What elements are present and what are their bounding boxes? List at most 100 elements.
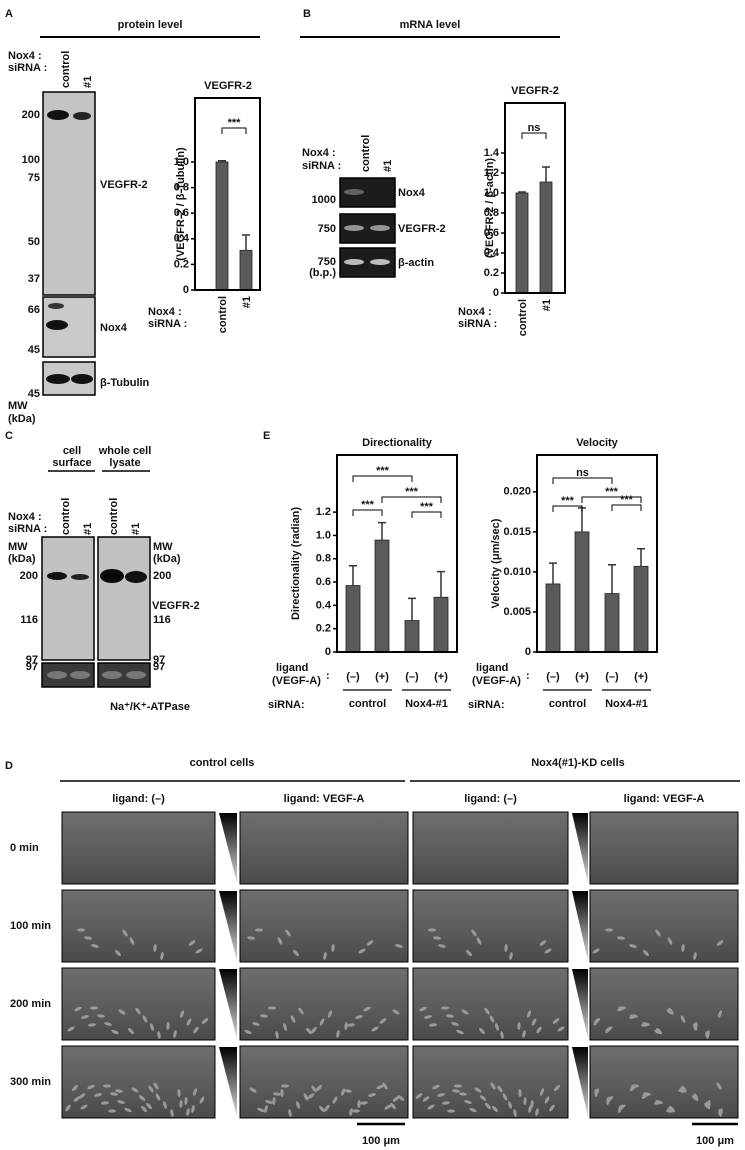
cell (392, 1096, 400, 1102)
error-bar (518, 191, 526, 193)
mw-label: MW (8, 541, 28, 553)
cell (438, 944, 446, 948)
cell (349, 1108, 353, 1116)
cell (500, 1031, 504, 1039)
y-axis-label: (VEGFR-2 / β-Tubulin) (175, 147, 187, 261)
x-tick-label: #1 (241, 296, 253, 308)
x-axis-label: siRNA : (148, 318, 187, 330)
cell (397, 1095, 405, 1101)
cell (395, 944, 403, 948)
cell (264, 1105, 268, 1113)
cell (429, 1023, 437, 1027)
mw-marker: 45 (28, 344, 40, 356)
cell (188, 940, 196, 946)
cell (357, 1100, 361, 1108)
cell (87, 1084, 95, 1090)
cell (104, 1022, 112, 1026)
mw-marker: 100 (22, 154, 40, 166)
chart-title: VEGFR-2 (511, 85, 559, 97)
lane-label: #1 (82, 76, 94, 88)
cell (315, 1084, 323, 1092)
cell (454, 1084, 462, 1088)
blot-band (47, 671, 67, 679)
cell (135, 1007, 141, 1015)
mw-marker: 200 (22, 109, 40, 121)
cell (544, 948, 552, 954)
cell (497, 1085, 503, 1093)
mw-marker: 75 (28, 172, 40, 184)
cell (191, 1105, 195, 1113)
cell (88, 1023, 96, 1027)
y-tick-label: 0.2 (484, 267, 499, 279)
blot (42, 91, 96, 296)
cell (157, 1031, 161, 1039)
cell (115, 1089, 123, 1093)
y-tick-label: 0.020 (503, 486, 531, 498)
cell (324, 1104, 330, 1112)
gradient-wedge (572, 813, 588, 883)
cell (447, 1109, 455, 1113)
cell (344, 1022, 348, 1030)
y-tick-label: 0.6 (174, 207, 189, 219)
y-tick-label: 0.010 (503, 566, 531, 578)
cell (97, 1014, 105, 1018)
cell (456, 1029, 464, 1035)
error-bar (608, 563, 616, 594)
mw-label: MW (153, 541, 173, 553)
row-label: Nox4 : (8, 511, 42, 523)
cell (146, 1102, 152, 1110)
significance-bracket (611, 504, 642, 511)
cell (319, 1105, 325, 1113)
bar (404, 620, 420, 653)
mw-marker: 45 (28, 388, 40, 400)
cell (163, 1101, 167, 1109)
significance-label: *** (376, 465, 390, 477)
scale-label: 100 μm (696, 1135, 734, 1147)
blot-label: Na⁺/K⁺-ATPase (110, 701, 190, 713)
y-tick-label: 0.6 (316, 576, 331, 588)
cell (678, 1089, 686, 1093)
group-label: Nox4-#1 (605, 698, 648, 710)
y-tick-label: 0.4 (484, 247, 500, 259)
blot-band (73, 112, 91, 120)
mw-marker: 97 (153, 654, 165, 666)
gradient-wedge (219, 813, 237, 883)
row-label: siRNA: (268, 699, 305, 711)
group-label: control (349, 698, 386, 710)
cell (629, 944, 637, 948)
cell (77, 928, 85, 932)
cell (117, 1100, 125, 1104)
blot-band (46, 374, 70, 384)
cell (186, 1018, 192, 1026)
y-tick-label: 0.2 (174, 258, 189, 270)
cell (290, 1015, 296, 1023)
row-label: 200 min (10, 998, 51, 1010)
cell (150, 1023, 154, 1031)
cell (618, 1105, 622, 1113)
cell (485, 1102, 491, 1110)
cell (358, 948, 366, 954)
cell (549, 1104, 555, 1112)
cell (495, 1023, 499, 1031)
error-bar (542, 166, 550, 182)
y-tick-label: 0.4 (174, 233, 190, 245)
cell (179, 1100, 183, 1108)
significance-label: *** (420, 501, 434, 513)
cell (522, 1030, 526, 1038)
bar (515, 192, 529, 294)
cell (311, 1085, 317, 1093)
y-tick-label: 1.0 (174, 156, 189, 168)
y-tick-label: 0 (325, 646, 331, 658)
blot-band (47, 110, 69, 120)
blot-band (47, 572, 67, 580)
significance-label: *** (605, 486, 619, 498)
y-tick-label: 0.005 (503, 606, 531, 618)
cell (355, 1015, 363, 1019)
cell (131, 1087, 139, 1093)
cell (84, 936, 92, 940)
cell (641, 1023, 649, 1027)
x-tick-label: control (517, 299, 529, 336)
y-tick-label: 0 (525, 646, 531, 658)
cell (422, 1096, 430, 1102)
significance-bracket (552, 477, 613, 484)
